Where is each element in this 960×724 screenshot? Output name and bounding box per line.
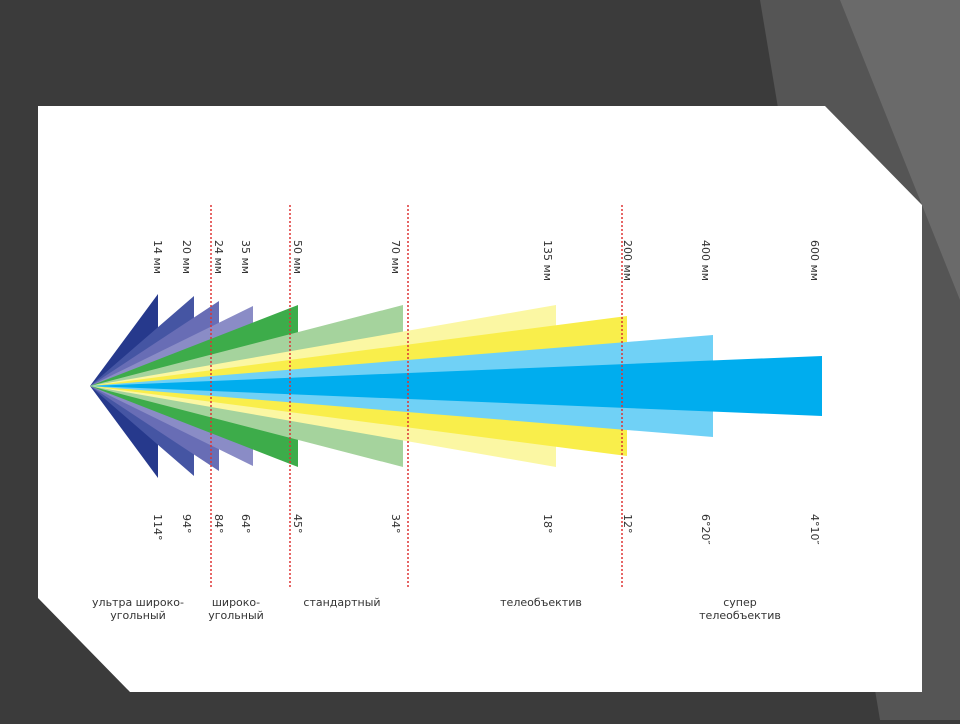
focal-label: 24 мм	[212, 240, 225, 274]
group-label: угольный	[110, 609, 166, 622]
angle-label: 45°	[291, 514, 304, 534]
angle-label: 114°	[151, 514, 164, 541]
angle-label: 12°	[621, 514, 634, 534]
angle-label: 94°	[180, 514, 193, 534]
angle-label: 34°	[389, 514, 402, 534]
group-label: супер	[723, 596, 757, 609]
focal-label: 50 мм	[291, 240, 304, 274]
group-label: широко-	[212, 596, 260, 609]
group-label: ультра широко-	[92, 596, 184, 609]
angle-label: 6°20″	[699, 514, 712, 545]
focal-label: 14 мм	[151, 240, 164, 274]
bg-shape	[840, 0, 960, 300]
angle-label: 4°10″	[808, 514, 821, 545]
angle-label: 84°	[212, 514, 225, 534]
focal-label: 135 мм	[541, 240, 554, 281]
group-label: телеобъектив	[699, 609, 781, 622]
angle-label: 18°	[541, 514, 554, 534]
group-label: телеобъектив	[500, 596, 582, 609]
focal-label: 600 мм	[808, 240, 821, 281]
lens-wedge	[90, 356, 822, 416]
angle-label: 64°	[239, 514, 252, 534]
focal-label: 70 мм	[389, 240, 402, 274]
group-label: стандартный	[303, 596, 380, 609]
group-label: угольный	[208, 609, 264, 622]
focal-label: 20 мм	[180, 240, 193, 274]
focal-label: 400 мм	[699, 240, 712, 281]
focal-label: 35 мм	[239, 240, 252, 274]
focal-label: 200 мм	[621, 240, 634, 281]
